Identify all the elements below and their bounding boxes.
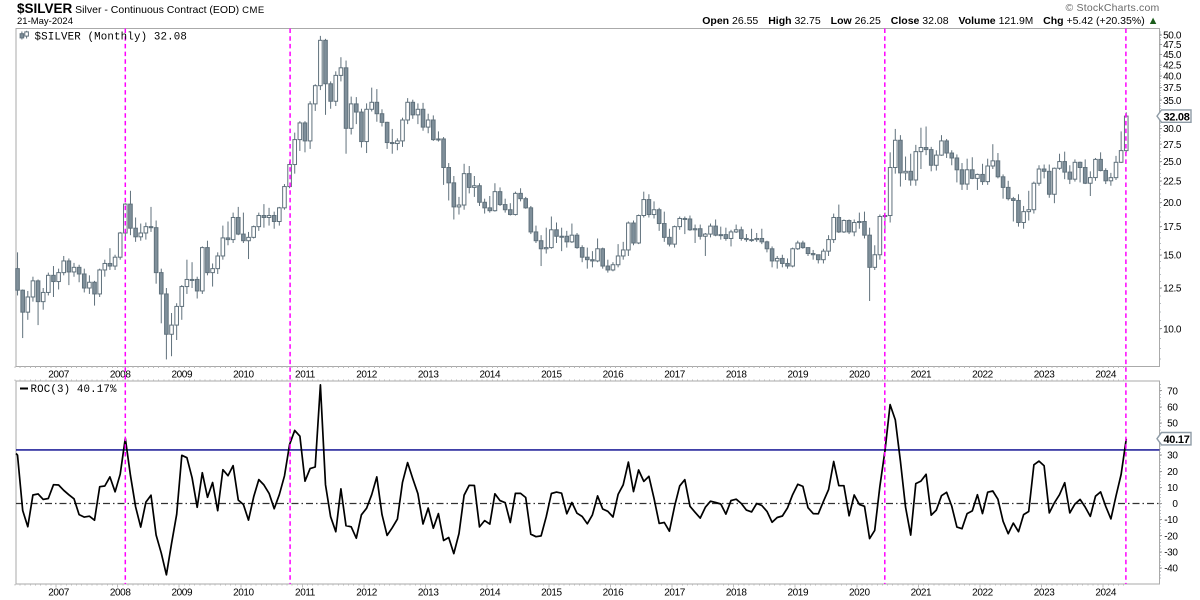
svg-text:2008: 2008 bbox=[110, 588, 131, 599]
svg-text:2014: 2014 bbox=[479, 370, 500, 381]
svg-text:12.5: 12.5 bbox=[1163, 284, 1182, 295]
svg-text:2022: 2022 bbox=[972, 588, 993, 599]
svg-text:35.0: 35.0 bbox=[1163, 96, 1182, 107]
svg-text:2012: 2012 bbox=[356, 588, 377, 599]
svg-text:40.17: 40.17 bbox=[1163, 434, 1189, 446]
svg-text:2023: 2023 bbox=[1034, 588, 1055, 599]
svg-text:2019: 2019 bbox=[787, 370, 808, 381]
svg-text:-20: -20 bbox=[1164, 531, 1178, 542]
svg-text:2012: 2012 bbox=[356, 370, 377, 381]
svg-text:-10: -10 bbox=[1164, 515, 1178, 526]
svg-text:2017: 2017 bbox=[664, 370, 685, 381]
svg-text:17.5: 17.5 bbox=[1163, 222, 1182, 233]
svg-text:2010: 2010 bbox=[233, 370, 254, 381]
svg-text:2015: 2015 bbox=[541, 370, 562, 381]
svg-text:2007: 2007 bbox=[48, 370, 69, 381]
svg-text:20: 20 bbox=[1167, 467, 1178, 478]
svg-text:45.0: 45.0 bbox=[1163, 50, 1182, 61]
svg-text:37.5: 37.5 bbox=[1163, 83, 1182, 94]
svg-text:2018: 2018 bbox=[726, 370, 747, 381]
svg-text:ROC(3) 40.17%: ROC(3) 40.17% bbox=[31, 384, 118, 396]
svg-text:70: 70 bbox=[1167, 386, 1178, 397]
svg-text:-30: -30 bbox=[1164, 548, 1178, 559]
svg-text:2024: 2024 bbox=[1095, 588, 1116, 599]
svg-text:40.0: 40.0 bbox=[1163, 71, 1182, 82]
svg-text:42.5: 42.5 bbox=[1163, 60, 1182, 71]
svg-text:2015: 2015 bbox=[541, 588, 562, 599]
svg-text:25.0: 25.0 bbox=[1163, 157, 1182, 168]
svg-text:0: 0 bbox=[1172, 499, 1178, 510]
svg-text:50: 50 bbox=[1167, 419, 1178, 430]
svg-text:2014: 2014 bbox=[479, 588, 500, 599]
svg-text:2018: 2018 bbox=[726, 588, 747, 599]
svg-text:2016: 2016 bbox=[603, 370, 624, 381]
svg-text:2009: 2009 bbox=[171, 370, 192, 381]
svg-text:2020: 2020 bbox=[849, 370, 870, 381]
svg-text:2019: 2019 bbox=[787, 588, 808, 599]
svg-text:2021: 2021 bbox=[911, 370, 932, 381]
svg-text:2021: 2021 bbox=[911, 588, 932, 599]
svg-text:10: 10 bbox=[1167, 483, 1178, 494]
svg-text:2023: 2023 bbox=[1034, 370, 1055, 381]
svg-text:20.0: 20.0 bbox=[1163, 198, 1182, 209]
svg-text:2010: 2010 bbox=[233, 588, 254, 599]
svg-text:2017: 2017 bbox=[664, 588, 685, 599]
svg-text:27.5: 27.5 bbox=[1163, 140, 1182, 151]
svg-text:2011: 2011 bbox=[295, 588, 316, 599]
svg-text:15.0: 15.0 bbox=[1163, 250, 1182, 261]
svg-text:22.5: 22.5 bbox=[1163, 176, 1182, 187]
svg-text:2008: 2008 bbox=[110, 370, 131, 381]
svg-text:10.0: 10.0 bbox=[1163, 324, 1182, 335]
svg-text:2011: 2011 bbox=[295, 370, 316, 381]
svg-text:2022: 2022 bbox=[972, 370, 993, 381]
svg-text:60: 60 bbox=[1167, 402, 1178, 413]
svg-text:30.0: 30.0 bbox=[1163, 124, 1182, 135]
svg-text:30: 30 bbox=[1167, 451, 1178, 462]
svg-text:2024: 2024 bbox=[1095, 370, 1116, 381]
svg-text:2013: 2013 bbox=[418, 370, 439, 381]
svg-text:2007: 2007 bbox=[48, 588, 69, 599]
svg-text:2016: 2016 bbox=[603, 588, 624, 599]
svg-text:-40: -40 bbox=[1164, 564, 1178, 575]
svg-text:47.5: 47.5 bbox=[1163, 40, 1182, 51]
svg-text:32.08: 32.08 bbox=[1163, 111, 1189, 123]
svg-text:2020: 2020 bbox=[849, 588, 870, 599]
svg-text:$SILVER (Monthly) 32.08: $SILVER (Monthly) 32.08 bbox=[35, 32, 187, 44]
svg-text:2013: 2013 bbox=[418, 588, 439, 599]
svg-text:2009: 2009 bbox=[171, 588, 192, 599]
svg-text:50.0: 50.0 bbox=[1163, 31, 1182, 42]
